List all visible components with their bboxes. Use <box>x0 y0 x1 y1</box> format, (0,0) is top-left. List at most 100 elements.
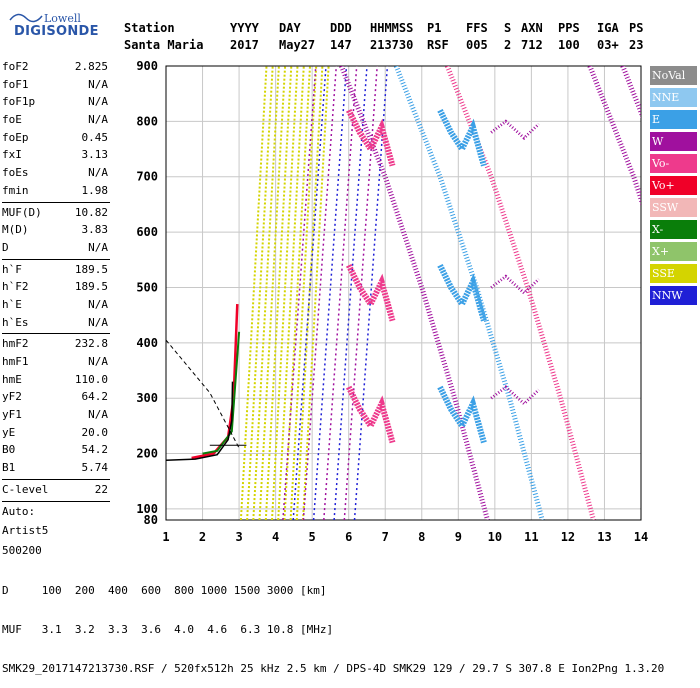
y-tick-label: 900 <box>136 59 158 73</box>
ionogram-plot: 1 2 3 4 5 6 7 8 9 10 11 12 13 14100200300400500600700… <box>136 59 648 544</box>
x-tick-label: 10 <box>488 530 502 544</box>
param-row: h`F 189.5 <box>2 261 110 279</box>
header-row2-cell: 147 <box>330 38 352 52</box>
x-tick-label: 14 <box>634 530 648 544</box>
x-tick-label: 9 <box>455 530 462 544</box>
echo-cluster <box>490 274 540 296</box>
param-row: foF2 2.825 <box>2 58 110 76</box>
param-value: 232.8 <box>74 337 108 351</box>
param-divider <box>2 258 110 260</box>
param-name: foE <box>2 113 22 127</box>
param-row: yF2 64.2 <box>2 388 110 406</box>
echo-cluster <box>490 119 540 141</box>
param-name: D <box>2 240 9 254</box>
multihop-echo <box>437 385 487 444</box>
x-trace <box>202 331 241 455</box>
param-row: B0 54.2 <box>2 441 110 459</box>
param-row: foF1 N/A <box>2 76 110 94</box>
param-name: hmF2 <box>2 337 29 351</box>
param-value: 1.98 <box>81 183 109 197</box>
f2-trace <box>191 304 239 460</box>
param-name: foEs <box>2 166 29 180</box>
legend-item: NNW <box>650 286 697 305</box>
x-tick-label: 4 <box>272 530 279 544</box>
interference-streak <box>323 66 358 520</box>
header-row2-cell: 23 <box>629 38 644 52</box>
interference-streak <box>302 66 338 520</box>
x-tick-label: 5 <box>309 530 316 544</box>
param-value: 22 <box>94 482 108 496</box>
param-row: foEp 0.45 <box>2 129 110 147</box>
interference-streak <box>312 66 348 520</box>
header-row1-cell: Station <box>124 21 175 35</box>
param-value: N/A <box>88 315 108 329</box>
x-tick-label: 13 <box>597 530 611 544</box>
interference-streak <box>282 66 317 520</box>
x-tick-label: 8 <box>418 530 425 544</box>
param-row: yE 20.0 <box>2 424 110 442</box>
param-row: hmF2 232.8 <box>2 335 110 353</box>
param-value: N/A <box>88 95 108 109</box>
param-value: N/A <box>88 113 108 127</box>
param-row: fxI 3.13 <box>2 146 110 164</box>
param-row: M(D) 3.83 <box>2 221 110 239</box>
multihop-echo <box>346 263 396 322</box>
muf-row: MUF 3.1 3.2 3.3 3.6 4.0 4.6 6.3 10.8 [MH… <box>2 623 334 636</box>
header-row2-cell: 005 <box>466 38 488 52</box>
y-tick-label: 700 <box>136 170 158 184</box>
header-row1-cell: P1 <box>427 21 442 35</box>
autoscale-info: Artist5 <box>2 524 49 538</box>
interference-streak <box>333 66 368 520</box>
param-value: 20.0 <box>81 425 109 439</box>
param-name: h`Es <box>2 315 29 329</box>
param-value: N/A <box>88 166 108 180</box>
param-name: foF2 <box>2 60 29 73</box>
legend-item: SSE <box>650 264 697 283</box>
header-row2-cell: 712 <box>521 38 543 52</box>
legend-item: NNE <box>650 88 697 107</box>
x-tick-label: 2 <box>199 530 206 544</box>
y-tick-label: 400 <box>136 336 158 350</box>
header-row1-cell: S <box>504 21 512 35</box>
header-row2-cell: May27 <box>279 38 316 52</box>
header-row1-cell: AXN <box>521 21 543 35</box>
param-row: hmF1 N/A <box>2 353 110 371</box>
interference-streak <box>343 66 378 520</box>
header-row1-cell: PPS <box>558 21 580 35</box>
param-name: MUF(D) <box>2 205 42 219</box>
param-value: 3.83 <box>81 223 109 237</box>
param-name: h`F2 <box>2 280 29 294</box>
header-row1-cell: PS <box>629 21 644 35</box>
y-tick-label: 100 <box>136 502 158 516</box>
legend-item: NoVal <box>650 66 697 85</box>
param-name: B0 <box>2 443 16 457</box>
param-name: hmE <box>2 372 22 386</box>
legend-item: Vo+ <box>650 176 697 195</box>
param-name: hmF1 <box>2 355 29 368</box>
param-value: 3.13 <box>81 148 109 162</box>
param-name: yE <box>2 425 16 439</box>
y-tick-label: 500 <box>136 280 158 294</box>
x-tick-label: 3 <box>235 530 242 544</box>
param-value: N/A <box>88 408 108 422</box>
echo-band <box>339 66 490 520</box>
footer-info: D 100 200 400 600 800 1000 1500 3000 [km… <box>2 558 664 688</box>
param-value: 2.825 <box>74 60 108 73</box>
file-info-row: SMK29_2017147213730.RSF / 520fx512h 25 k… <box>2 662 665 675</box>
param-name: foF1 <box>2 77 29 91</box>
multihop-echo <box>437 108 487 167</box>
x-tick-label: 6 <box>345 530 352 544</box>
header-row1-cell: IGA <box>597 21 619 35</box>
param-row: h`Es N/A <box>2 314 110 332</box>
multihop-echo <box>346 108 396 167</box>
muf-line <box>166 339 240 449</box>
header-row1-cell: FFS <box>466 21 488 35</box>
param-name: M(D) <box>2 223 29 237</box>
param-row: MUF(D) 10.82 <box>2 204 110 222</box>
y-tick-label: 800 <box>136 114 158 128</box>
param-value: 64.2 <box>81 390 109 404</box>
plot-frame <box>165 65 642 521</box>
legend-item: SSW <box>650 198 697 217</box>
header-row1-cell: DAY <box>279 21 301 35</box>
logo-wave-icon <box>9 13 43 23</box>
